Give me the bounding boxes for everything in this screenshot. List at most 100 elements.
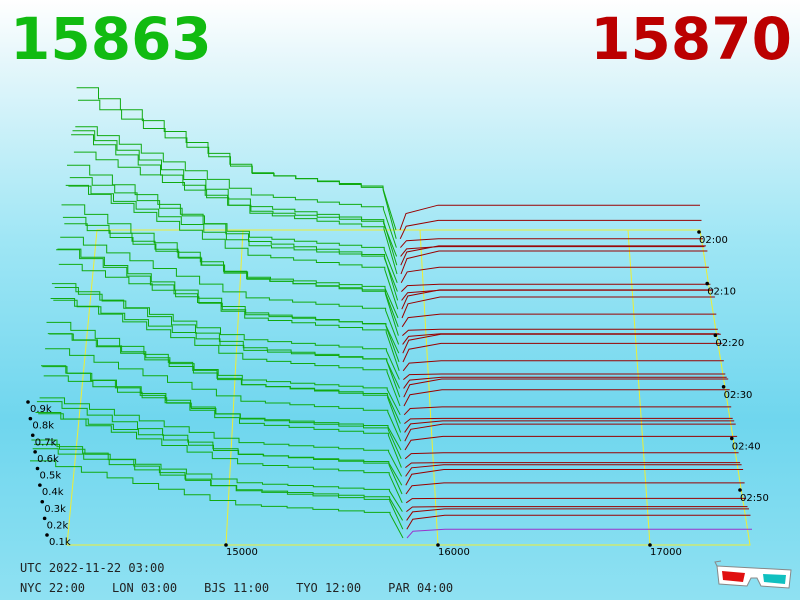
bid-depth-line [35,412,403,504]
volume-tick-label: 0.5k [40,471,62,482]
volume-axis: 0.1k 0.2k 0.3k 0.4k 0.5k 0.6k 0.7k 0.8k 0.9k [26,400,71,548]
ask-depth-line [401,289,714,310]
time-tick-marker [697,230,701,234]
clock-nyc: NYC 22:00 [20,581,86,595]
ask-depth-line [403,376,727,389]
volume-tick-marker [26,400,30,404]
ask-depth-line [402,333,720,345]
bid-depth-line [57,248,400,363]
3d-glasses-icon[interactable] [713,560,795,592]
price-tick-label: 17000 [650,547,682,558]
ask-depth-line [406,514,751,530]
volume-tick-marker [35,466,40,471]
price-tick-marker [224,543,228,547]
time-tick-marker [730,436,734,441]
volume-tick-label: 0.2k [47,520,69,531]
ask-depth-line [404,417,733,424]
volume-tick-label: 0.4k [42,487,64,498]
price-tick-label: 15000 [226,547,258,558]
volume-tick-marker [45,533,49,537]
clock-par: PAR 04:00 [388,581,454,595]
volume-tick-marker [42,516,47,521]
bid-depth-line [72,130,398,266]
price-tick-marker [436,543,440,547]
ask-depth-line [403,406,732,416]
ask-depth-line [400,238,703,248]
bid-depth-line [49,333,401,416]
bid-depth-line [41,365,402,468]
time-tick-marker [721,385,726,389]
volume-tick-label: 0.8k [32,421,54,432]
bid-depth-line [53,299,401,389]
ask-depth-line [401,313,717,328]
ask-depth-line [401,283,711,292]
time-tick-label: 02:20 [715,338,744,349]
world-clocks: NYC 22:00 LON 03:00 BJS 11:00 TYO 12:00 … [20,581,480,595]
price-axis: 15000 16000 17000 [224,543,682,558]
bid-depth-line [65,184,399,310]
time-tick-marker [738,488,742,492]
volume-tick-marker [40,499,45,504]
bid-depth-line [58,263,400,354]
ask-depth-line [403,389,730,407]
volume-tick-marker [28,416,33,421]
bid-depth-line [34,443,403,512]
ask-depth-line [406,506,748,512]
bid-price: 15863 [10,5,212,73]
bid-depth-line [56,249,400,371]
time-tick-marker [713,333,718,338]
bid-depth-line [76,87,397,239]
bid-depth-line [30,460,404,539]
volume-tick-marker [30,433,35,438]
volume-tick-marker [38,483,42,487]
time-tick-label: 02:10 [707,287,736,298]
bid-depth-line [68,185,398,292]
ask-depth-line [404,435,738,451]
ask-depth-line [405,464,742,477]
ask-depth-line [400,246,705,257]
volume-tick-label: 0.6k [37,454,59,465]
ask-depth-line [402,342,723,363]
bid-depth-line [69,177,398,283]
bid-depth-line [46,321,402,433]
clock-bjs: BJS 11:00 [204,581,270,595]
ask-depth-line [402,333,721,354]
ask-depth-line [406,528,752,539]
time-tick-label: 02:00 [699,235,728,246]
time-tick-label: 02:40 [732,441,761,452]
chart-grid [66,229,751,546]
utc-time: UTC 2022-11-22 03:00 [20,561,165,575]
ask-depth-line [405,462,741,468]
ask-depth-line [402,360,724,372]
bid-depth-line [62,216,399,327]
bid-depth-line [75,126,397,248]
ask-price: 15870 [590,5,792,73]
bid-depth-line [39,397,403,477]
bid-depth-line [64,223,399,319]
ask-depth-line [404,452,739,460]
ask-depth-line [405,482,745,495]
clock-lon: LON 03:00 [112,581,178,595]
bid-depth-line [32,448,404,521]
volume-tick-label: 0.3k [44,504,66,515]
ask-depth-line [400,266,709,284]
bid-depth-line [78,99,397,231]
volume-tick-label: 0.1k [49,537,71,548]
ask-depth-line [401,289,712,301]
price-tick-marker [648,543,652,547]
depth-curves [30,87,752,539]
volume-tick-marker [33,450,37,454]
bid-depth-line [60,236,400,345]
bid-depth-line [43,375,402,451]
clock-tyo: TYO 12:00 [296,581,362,595]
ask-depth-line [400,245,706,266]
ask-depth-line [400,250,708,275]
ask-depth-line [405,497,747,504]
bid-depth-line [36,401,403,495]
ask-depth-line [399,204,700,231]
time-tick-label: 02:50 [740,493,769,504]
ask-depth-line [405,469,744,486]
bid-depth-line [71,134,398,275]
ask-depth-line [404,423,736,442]
